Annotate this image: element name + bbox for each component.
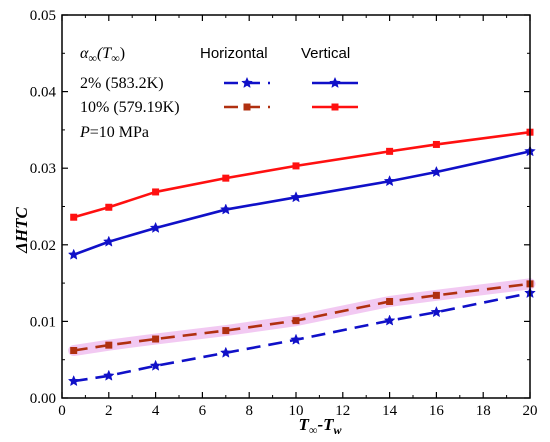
data-point-star xyxy=(219,203,232,215)
legend-row1-label: 2% (583.2K) xyxy=(80,75,164,92)
data-point-star xyxy=(219,346,232,358)
legend-param-prefix: α xyxy=(80,45,89,62)
data-point-square xyxy=(386,147,394,155)
y-tick-label: 0.00 xyxy=(30,391,56,407)
y-axis-label-delta: Δ xyxy=(12,242,31,254)
legend: α∞(T∞) Horizontal Vertical 2% (583.2K) 1… xyxy=(79,45,358,141)
data-point-square xyxy=(292,317,300,325)
axis-ticks: 0 2 4 6 8 10 12 14 16 18 20 0.00 0.01 0.02 0.03 0.04 0.0… xyxy=(30,8,538,419)
data-point-star xyxy=(67,374,80,387)
x-tick-label: 14 xyxy=(382,403,398,419)
x-tick-label: 16 xyxy=(429,403,445,419)
data-point-star xyxy=(329,76,341,88)
legend-pressure-val: =10 MPa xyxy=(90,124,149,141)
data-point-star xyxy=(430,306,443,318)
x-tick-label: 2 xyxy=(105,403,113,419)
x-tick-label: 18 xyxy=(476,403,491,419)
y-tick-label: 0.02 xyxy=(30,238,56,254)
series-v2 xyxy=(67,145,536,260)
x-axis-label-sub2: w xyxy=(333,423,342,437)
data-point-star xyxy=(149,359,162,371)
data-point-star xyxy=(241,76,253,88)
legend-param: α∞(T∞) xyxy=(80,45,125,65)
data-point-star xyxy=(67,248,80,260)
x-tick-label: 10 xyxy=(289,403,304,419)
legend-param-close: ) xyxy=(120,45,125,62)
series-v10 xyxy=(70,128,534,221)
y-axis-label: ΔHTC xyxy=(12,207,31,254)
series-line-v10 xyxy=(73,130,531,219)
data-point-square xyxy=(222,174,230,182)
y-tick-label: 0.03 xyxy=(30,161,56,177)
y-tick-label: 0.01 xyxy=(30,314,56,330)
plot-frame xyxy=(61,14,531,399)
data-point-square xyxy=(432,140,440,148)
data-point-star xyxy=(102,235,115,247)
data-point-square xyxy=(292,162,300,170)
legend-param-arg-sub: ∞ xyxy=(111,51,120,65)
series-line-v2 xyxy=(73,150,531,256)
data-point-star xyxy=(430,165,443,178)
x-tick-label: 6 xyxy=(199,403,207,419)
series-line-h10 xyxy=(73,282,531,352)
y-tick-label: 0.04 xyxy=(30,85,57,101)
x-axis-label: T∞-Tw xyxy=(298,415,342,437)
data-point-star xyxy=(102,369,115,381)
x-tick-label: 4 xyxy=(152,403,160,419)
data-point-square xyxy=(432,291,440,299)
x-tick-label: 0 xyxy=(58,403,66,419)
data-point-square xyxy=(105,341,113,349)
data-point-square xyxy=(152,188,160,196)
legend-pressure: P=10 MPa xyxy=(79,124,149,141)
x-tick-label: 20 xyxy=(523,403,538,419)
data-point-square xyxy=(70,347,78,355)
x-axis-label-main: T xyxy=(298,415,309,434)
data-point-square xyxy=(386,297,394,305)
legend-col-vertical: Vertical xyxy=(301,45,350,62)
data-point-square xyxy=(243,103,251,111)
series-line-h2 xyxy=(73,291,531,383)
data-point-star xyxy=(383,175,396,187)
data-point-star xyxy=(290,333,302,345)
legend-col-horizontal: Horizontal xyxy=(200,45,268,62)
x-axis-label-sub1: ∞ xyxy=(309,423,318,437)
data-point-star xyxy=(290,191,302,203)
legend-row2-label: 10% (579.19K) xyxy=(80,99,180,116)
x-tick-label: 12 xyxy=(335,403,350,419)
y-tick-label: 0.05 xyxy=(30,8,56,24)
data-point-square xyxy=(222,327,230,335)
legend-pressure-var: P xyxy=(79,124,90,141)
data-point-square xyxy=(331,103,339,111)
data-point-square xyxy=(152,335,160,343)
x-tick-label: 8 xyxy=(245,403,253,419)
series-layer xyxy=(67,128,536,387)
data-point-star xyxy=(149,221,162,233)
legend-samples xyxy=(224,76,358,111)
data-point-star xyxy=(383,314,396,326)
legend-param-sub: ∞ xyxy=(88,51,97,65)
legend-param-arg: (T xyxy=(97,45,112,62)
x-axis-label-dash: -T xyxy=(317,415,334,434)
y-axis-label-main: HTC xyxy=(12,207,31,244)
data-point-square xyxy=(70,213,78,221)
series-h10 xyxy=(70,280,534,355)
data-point-square xyxy=(105,203,113,211)
